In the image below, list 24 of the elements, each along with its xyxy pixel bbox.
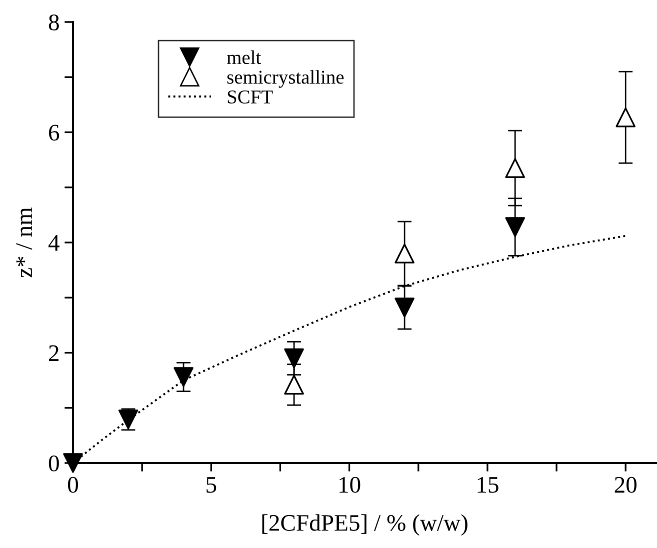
point xyxy=(394,244,414,264)
legend-label: melt xyxy=(226,50,262,64)
x-tick-label: 5 xyxy=(206,477,216,493)
point xyxy=(284,348,304,368)
y-tick-label: 6 xyxy=(49,124,60,141)
legend-label: SCFT xyxy=(228,90,273,104)
point xyxy=(284,374,304,395)
point xyxy=(505,217,525,237)
x-tick-label: 20 xyxy=(614,476,637,493)
point xyxy=(394,298,414,318)
point xyxy=(63,453,83,473)
point xyxy=(505,158,525,178)
y-tick-label: 2 xyxy=(49,345,59,361)
y-tick-label: 0 xyxy=(48,455,59,472)
x-tick-label: 0 xyxy=(68,476,78,493)
y-tick-label: 8 xyxy=(48,14,59,30)
y-axis-title: z* / nm xyxy=(16,207,32,278)
point xyxy=(616,107,636,128)
y-tick-label: 4 xyxy=(48,235,60,251)
x-tick-label: 15 xyxy=(478,476,498,493)
x-tick-label: 10 xyxy=(340,476,360,493)
point xyxy=(174,367,194,387)
legend-label: semicrystalline xyxy=(227,70,344,88)
x-axis-title: [2CFdPE5] / % (w/w) xyxy=(262,514,468,536)
